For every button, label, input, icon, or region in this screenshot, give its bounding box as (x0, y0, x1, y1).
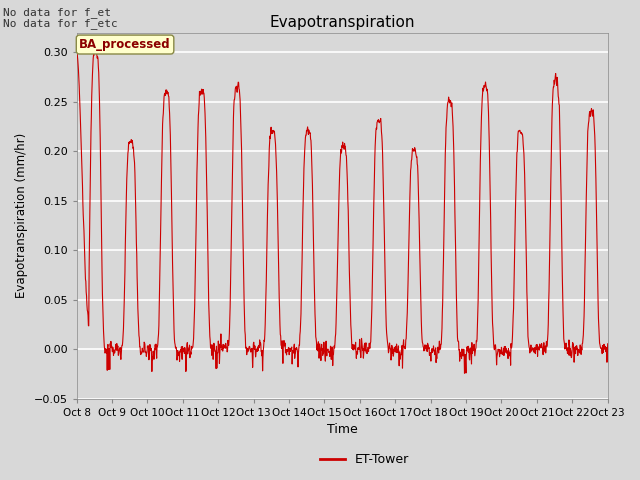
X-axis label: Time: Time (327, 423, 358, 436)
Title: Evapotranspiration: Evapotranspiration (269, 15, 415, 30)
Y-axis label: Evapotranspiration (mm/hr): Evapotranspiration (mm/hr) (15, 133, 28, 298)
Legend: ET-Tower: ET-Tower (315, 448, 415, 471)
Text: No data for f_etc: No data for f_etc (3, 18, 118, 29)
Text: BA_processed: BA_processed (79, 38, 171, 51)
Text: No data for f_et: No data for f_et (3, 7, 111, 18)
